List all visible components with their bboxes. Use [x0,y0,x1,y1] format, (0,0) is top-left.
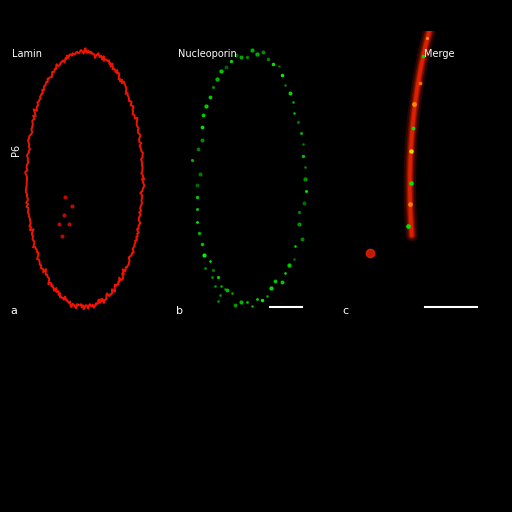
Text: c: c [343,306,349,316]
Text: b: b [177,306,183,316]
Text: Nucleoporin: Nucleoporin [178,49,237,58]
Text: P6: P6 [11,143,20,156]
Text: Merge: Merge [424,49,454,58]
Text: Lamin: Lamin [12,49,42,58]
Text: a: a [11,306,17,316]
